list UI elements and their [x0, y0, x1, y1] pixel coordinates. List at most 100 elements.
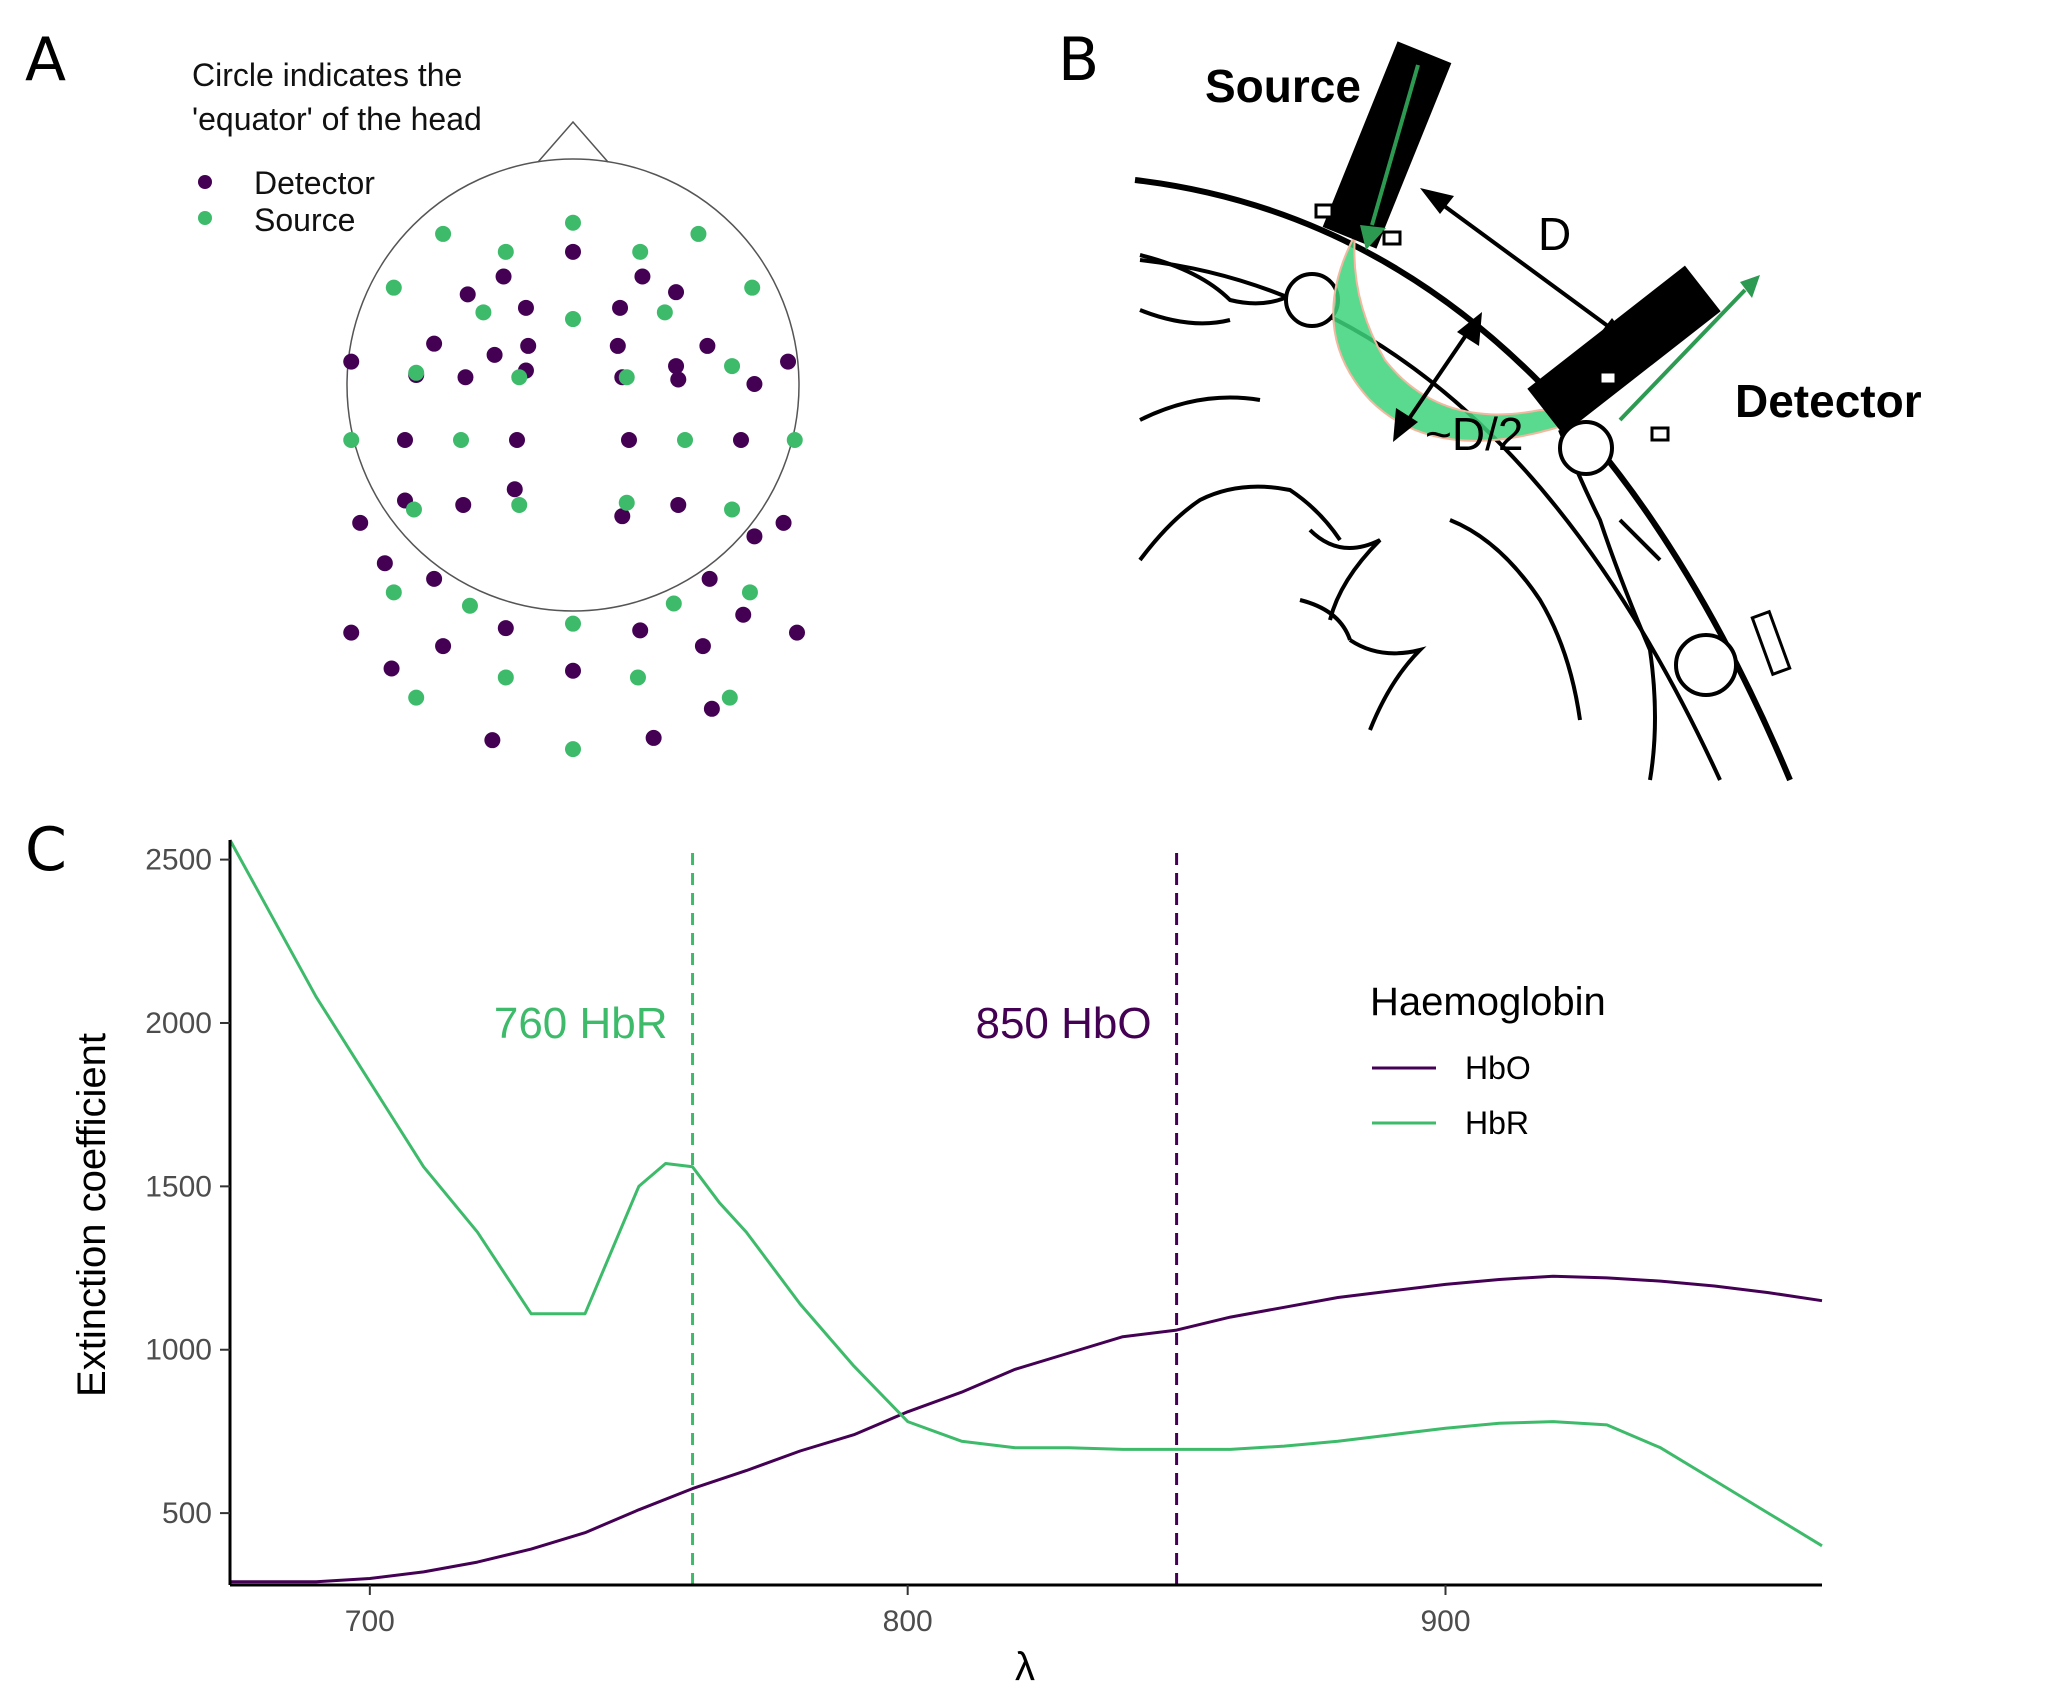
source-point — [405, 501, 422, 518]
detector-point — [435, 638, 452, 655]
half-d-depth-label: ~D/2 — [1425, 408, 1523, 460]
detector-point — [632, 622, 649, 639]
guide-annotations: 760 HbR 850 HbO — [494, 999, 1152, 1048]
source-point — [690, 225, 707, 242]
source-point — [744, 279, 761, 296]
source-point — [724, 501, 741, 518]
montage-points — [343, 214, 805, 758]
source-point — [724, 358, 741, 375]
detector-label: Detector — [1735, 375, 1922, 427]
x-ticks: 700 800 900 — [345, 1585, 1471, 1638]
d-distance-label: D — [1538, 208, 1571, 260]
detector-point — [634, 268, 651, 285]
extinction-chart: 500 1000 1500 2000 2500 700 800 900 Extinction… — [70, 839, 1823, 1689]
y-tick-label: 2000 — [145, 1007, 212, 1040]
source-point — [497, 669, 514, 686]
source-point — [511, 496, 528, 513]
detector-point — [746, 376, 763, 392]
detector-point — [789, 624, 805, 641]
series-line-hbr — [228, 839, 1823, 1548]
source-label: Source — [1205, 60, 1361, 112]
x-axis-title: λ — [1015, 1645, 1035, 1689]
detector-point — [614, 508, 631, 525]
panel-a-note-line2: 'equator' of the head — [192, 101, 482, 137]
detector-point — [694, 638, 711, 655]
detector-point — [383, 660, 400, 677]
source-point — [786, 432, 803, 448]
x-tick-label: 800 — [883, 1605, 933, 1638]
y-tick-label: 2500 — [145, 844, 212, 877]
legend-detector-dot — [198, 175, 212, 189]
detector-point — [780, 353, 797, 370]
detector-point — [397, 432, 413, 448]
source-point — [632, 243, 649, 260]
source-optode — [1314, 41, 1452, 250]
tissue-illustration — [1134, 177, 1793, 782]
panel-a-letter: A — [25, 25, 66, 95]
y-tick-label: 1500 — [145, 1170, 212, 1203]
detector-point — [506, 481, 523, 498]
detector-point — [497, 620, 514, 637]
detector-point — [668, 284, 685, 301]
detector-point — [520, 337, 537, 354]
detector-point — [495, 268, 512, 285]
x-tick-label: 700 — [345, 1605, 395, 1638]
detector-point — [426, 335, 443, 352]
guide-annotation-760: 760 HbR — [494, 999, 668, 1048]
detector-point — [609, 337, 626, 354]
source-point — [565, 214, 581, 231]
detector-point — [701, 570, 718, 587]
detector-point — [668, 358, 685, 375]
source-point — [618, 494, 635, 511]
detector-point — [486, 346, 503, 363]
source-point — [385, 279, 402, 296]
detector-point — [459, 286, 476, 303]
source-point — [665, 595, 682, 612]
y-tick-label: 500 — [162, 1497, 212, 1530]
detector-point — [621, 432, 637, 448]
detector-point — [343, 353, 360, 370]
y-ticks: 500 1000 1500 2000 2500 — [145, 844, 230, 1530]
source-point — [677, 432, 693, 448]
source-point — [565, 615, 581, 632]
panel-b-letter: B — [1058, 25, 1099, 95]
source-point — [618, 369, 635, 386]
legend-label-hbo: HbO — [1465, 1050, 1531, 1086]
source-point — [453, 432, 469, 448]
source-point — [435, 225, 452, 242]
y-tick-label: 1000 — [145, 1334, 212, 1367]
detector-point — [699, 337, 716, 354]
legend-title: Haemoglobin — [1370, 980, 1606, 1024]
detector-point — [775, 514, 792, 531]
chart-axes — [228, 840, 1822, 1587]
panel-a-note-line1: Circle indicates the — [192, 57, 462, 93]
detector-point — [426, 570, 443, 587]
wavelength-guides — [691, 853, 1179, 1585]
detector-point — [376, 555, 393, 572]
source-point — [408, 689, 425, 706]
detector-point — [670, 371, 687, 388]
source-point — [461, 597, 478, 614]
detector-point — [670, 496, 687, 513]
source-point — [408, 364, 425, 381]
detector-point — [565, 662, 581, 679]
source-point — [475, 304, 492, 321]
source-point — [741, 584, 758, 601]
distance-arrows — [1393, 188, 1632, 442]
chart-legend: Haemoglobin HbO HbR — [1370, 980, 1606, 1141]
detector-point — [457, 369, 474, 386]
source-point — [497, 243, 514, 260]
source-point — [721, 689, 738, 706]
legend-detector-label: Detector — [254, 165, 375, 201]
detector-point — [746, 528, 763, 545]
detector-point — [509, 432, 525, 448]
detector-point — [343, 624, 360, 641]
source-point — [385, 584, 402, 601]
detector-point — [733, 432, 749, 448]
detector-point — [645, 729, 662, 746]
detector-point — [455, 496, 472, 513]
x-tick-label: 900 — [1420, 1605, 1470, 1638]
detector-point — [612, 299, 629, 316]
source-point — [656, 304, 673, 321]
